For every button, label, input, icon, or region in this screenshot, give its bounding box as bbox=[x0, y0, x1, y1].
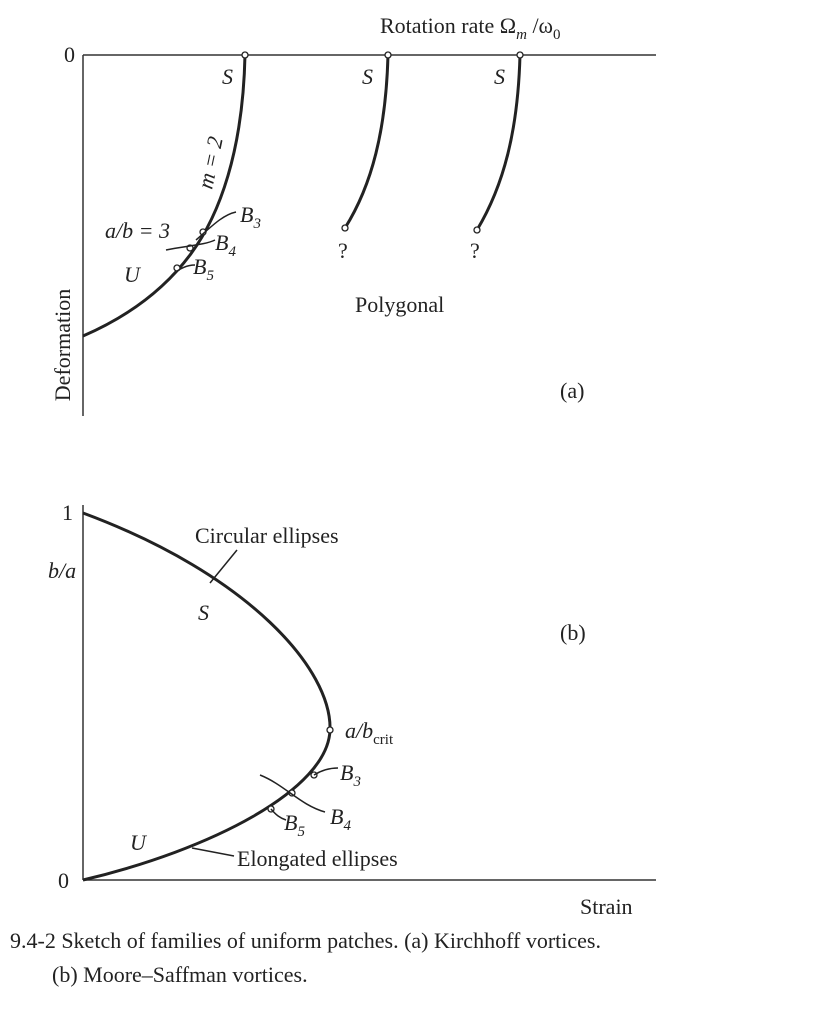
axis-label: Rotation rate Ωm /ω0 bbox=[380, 13, 561, 43]
label: B3 bbox=[240, 202, 261, 232]
axis-tick: 0 bbox=[64, 42, 75, 67]
axis-label: b/a bbox=[48, 558, 76, 583]
label: S bbox=[198, 600, 209, 625]
point bbox=[384, 51, 392, 59]
label: B5 bbox=[284, 810, 305, 840]
panel-tag: (b) bbox=[560, 620, 586, 645]
axis-tick: 1 bbox=[62, 500, 73, 525]
curve bbox=[343, 54, 390, 229]
label: B4 bbox=[215, 230, 236, 260]
curve bbox=[82, 54, 247, 338]
label: B3 bbox=[340, 760, 361, 790]
label: U bbox=[124, 262, 142, 287]
label: a/b = 3 bbox=[105, 218, 170, 243]
panel-a: Rotation rate Ωm /ω0 0 Deformation S S S… bbox=[50, 13, 656, 416]
leader bbox=[209, 549, 238, 584]
caption: (b) Moore–Saffman vortices. bbox=[52, 962, 308, 987]
label: S bbox=[222, 64, 233, 89]
label: ? bbox=[338, 238, 348, 263]
label: B5 bbox=[193, 254, 214, 284]
tick bbox=[270, 808, 287, 821]
label: m = 2 bbox=[192, 134, 227, 191]
panel-b: 1 0 b/a Circular ellipses S (b) a/bcrit … bbox=[48, 500, 656, 919]
point bbox=[516, 51, 524, 59]
point bbox=[341, 224, 349, 232]
label: S bbox=[362, 64, 373, 89]
tick bbox=[195, 211, 237, 241]
axis-label: Deformation bbox=[50, 289, 75, 401]
axis-tick: 0 bbox=[58, 868, 69, 893]
label: a/bcrit bbox=[345, 718, 394, 748]
tick bbox=[259, 774, 326, 813]
tick bbox=[171, 264, 196, 276]
curve bbox=[475, 54, 522, 231]
tick bbox=[313, 767, 339, 776]
panel-tag: (a) bbox=[560, 378, 584, 403]
point bbox=[473, 226, 481, 234]
label: Polygonal bbox=[355, 292, 444, 317]
point bbox=[326, 726, 334, 734]
caption: 9.4-2 Sketch of families of uniform patc… bbox=[10, 928, 601, 953]
tick bbox=[165, 239, 216, 251]
axis-label: Strain bbox=[580, 894, 633, 919]
label: Elongated ellipses bbox=[237, 846, 398, 871]
label: B4 bbox=[330, 804, 351, 834]
label: Circular ellipses bbox=[195, 523, 339, 548]
point bbox=[241, 51, 249, 59]
leader bbox=[191, 847, 235, 857]
label: S bbox=[494, 64, 505, 89]
label: U bbox=[130, 830, 148, 855]
label: ? bbox=[470, 238, 480, 263]
